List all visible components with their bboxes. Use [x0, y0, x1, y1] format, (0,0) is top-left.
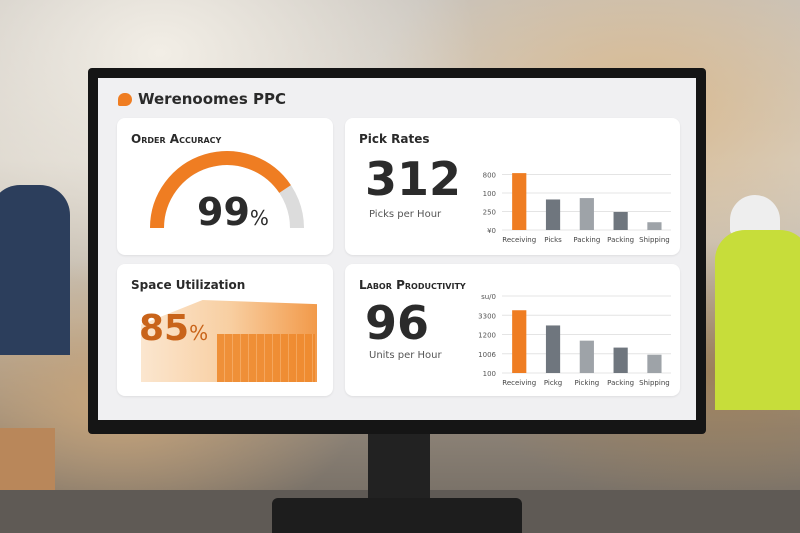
y-tick-label: 800: [483, 172, 496, 180]
labor-subtitle: Units per Hour: [369, 350, 442, 361]
card-title: Space Utilization: [131, 278, 246, 292]
worker-right: [715, 230, 800, 410]
pick-rates-chart: ¥0 250 100 800 Receiving Picks Packing Packing S…: [483, 172, 671, 244]
accuracy-unit: %: [249, 206, 269, 230]
x-tick-label: Packing: [607, 236, 634, 244]
x-tick-label: Shipping: [639, 379, 670, 387]
card-title: Order Accuracy: [131, 132, 222, 146]
bar-packing: [613, 211, 628, 230]
pick-rate-value: 312: [365, 152, 462, 206]
space-value: 85%: [139, 308, 208, 349]
labor-productivity-chart: 100 1006 1200 3300 su/0 Receiving Pickg Picking…: [478, 293, 671, 387]
gauge: [150, 151, 304, 229]
order-accuracy-card[interactable]: Order Accuracy 99%: [117, 118, 333, 255]
space-utilization-card[interactable]: Space Utilization 85%: [117, 264, 333, 396]
x-tick-label: Receiving: [502, 236, 536, 244]
space-number: 85: [139, 308, 190, 349]
labor-value: 96: [365, 296, 430, 350]
dashboard-screen: Werenoomes PPC Order Accuracy 99% Pick R…: [98, 78, 696, 420]
x-tick-label: Picking: [574, 379, 599, 387]
hard-hat: [730, 195, 780, 235]
bar-picks: [545, 199, 561, 230]
y-tick-label: 100: [483, 370, 496, 378]
y-tick-label: ¥0: [487, 227, 496, 235]
bar-shipping: [647, 222, 662, 230]
bar-pickg: [545, 325, 561, 373]
logo-icon: [118, 92, 132, 106]
gauge-fill: [150, 151, 291, 229]
bar-shipping: [647, 354, 662, 373]
y-tick-label: 1006: [478, 351, 496, 359]
labor-productivity-card[interactable]: Labor Productivity 96 Units per Hour 100…: [345, 264, 680, 396]
card-title: Labor Productivity: [359, 278, 466, 292]
card-title: Pick Rates: [359, 132, 430, 146]
y-tick-label: 1200: [478, 332, 496, 340]
y-tick-label: su/0: [481, 293, 496, 301]
x-tick-label: Packing: [607, 379, 634, 387]
bar-packing: [579, 198, 594, 230]
y-tick-label: 250: [483, 209, 496, 217]
monitor-stand: [368, 430, 430, 502]
pick-rate-subtitle: Picks per Hour: [369, 209, 442, 220]
x-tick-label: Shipping: [639, 236, 670, 244]
y-tick-label: 100: [483, 190, 496, 198]
bar-receiving: [512, 310, 527, 373]
bar-packing: [613, 347, 628, 373]
monitor-base: [272, 498, 522, 533]
worker-left: [0, 185, 70, 355]
pick-rates-card[interactable]: Pick Rates 312 Picks per Hour ¥0 250 100 80…: [345, 118, 680, 255]
app-header: Werenoomes PPC: [118, 90, 286, 108]
x-tick-label: Receiving: [502, 379, 536, 387]
space-heatmap-dense: [217, 334, 315, 382]
bar-picking: [579, 340, 594, 373]
accuracy-number: 99: [197, 190, 250, 234]
accuracy-value: 99%: [197, 190, 269, 234]
app-title: Werenoomes PPC: [138, 90, 286, 108]
y-tick-label: 3300: [478, 312, 496, 320]
x-tick-label: Packing: [573, 236, 600, 244]
x-tick-label: Pickg: [544, 379, 562, 387]
space-unit: %: [189, 321, 209, 345]
x-tick-label: Picks: [544, 236, 562, 244]
bar-receiving: [512, 173, 527, 230]
